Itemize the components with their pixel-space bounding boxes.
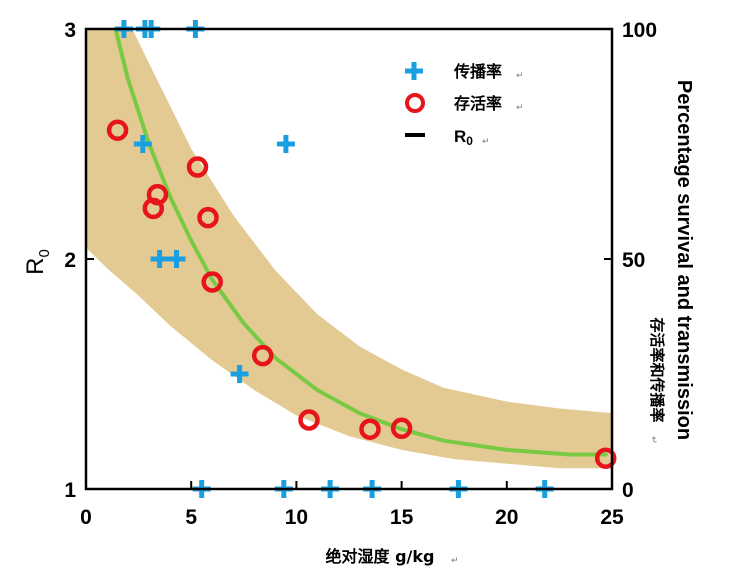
paragraph-mark: ↵ <box>451 556 459 566</box>
legend: 传播率 ↵ 存活率 ↵ R0 ↵ <box>405 62 524 148</box>
x-tick-label: 5 <box>185 506 197 529</box>
survival-point <box>186 156 209 178</box>
survival-point <box>142 197 165 220</box>
y-right-tick-label: 50 <box>622 249 645 272</box>
transmission-point <box>133 135 152 153</box>
transmission-point-v <box>157 250 163 268</box>
r0-line <box>113 27 608 457</box>
transmission-point-v <box>174 250 179 268</box>
legend-label-transmission: 传播率 <box>453 62 502 81</box>
x-tick-label: 25 <box>600 506 624 529</box>
transmission-point-v <box>237 365 243 383</box>
transmission-point <box>150 250 169 268</box>
survival-point <box>201 271 223 293</box>
legend-label-r0: R0 <box>454 127 473 148</box>
r0-line-layer <box>113 27 608 457</box>
y-left-tick-label: 1 <box>64 479 76 502</box>
survival-point <box>298 409 320 431</box>
y-left-tick-label: 3 <box>64 19 76 42</box>
y-left-axis-label: R0 <box>22 249 53 275</box>
legend-label-r0-main: R <box>454 127 466 146</box>
survival-point <box>251 344 274 367</box>
x-tick-label: 20 <box>495 506 518 529</box>
x-tick-label: 0 <box>80 506 92 529</box>
transmission-point <box>167 250 186 268</box>
legend-label-r0-sub: 0 <box>466 134 473 148</box>
x-axis-label: 绝对湿度 g/kg <box>326 547 435 566</box>
survival-point <box>106 119 129 141</box>
paragraph-mark: ↵ <box>516 71 524 81</box>
y-left-axis-label-main: R <box>22 258 49 275</box>
paragraph-mark: ↵ <box>516 103 524 113</box>
confidence-band <box>86 29 612 469</box>
x-tick-label: 10 <box>285 506 308 529</box>
survival-point <box>390 417 413 440</box>
legend-item-survival: 存活率 ↵ <box>405 93 524 113</box>
paragraph-mark: ↵ <box>482 137 490 147</box>
legend-label-survival: 存活率 <box>454 94 502 113</box>
survival-point <box>197 206 219 229</box>
circle-marker-icon <box>405 93 425 113</box>
transmission-point-v <box>283 135 289 153</box>
survival-point <box>594 447 617 469</box>
transmission-point <box>230 365 249 383</box>
plus-marker-icon <box>405 62 423 80</box>
transmission-point-v <box>140 135 146 153</box>
y-left-axis-label-sub: 0 <box>36 249 53 257</box>
ticks-layer: 0 5 10 15 20 25 1 2 3 0 50 100 <box>64 19 657 529</box>
line-marker-icon <box>405 133 425 137</box>
legend-item-r0: R0 ↵ <box>405 127 490 148</box>
y-right-axis-label-cjk: 存活率和传播率 <box>648 317 666 422</box>
y-right-tick-label: 0 <box>622 479 634 502</box>
transmission-point <box>276 135 295 153</box>
confidence-band-layer <box>86 29 612 469</box>
survival-point <box>359 418 381 440</box>
y-right-tick-label: 100 <box>622 19 657 42</box>
y-left-tick-label: 2 <box>64 249 76 272</box>
x-tick-label: 15 <box>390 506 414 529</box>
y-right-axis-label: Percentage survival and transmission <box>673 80 695 440</box>
paragraph-mark: ↵ <box>648 436 658 444</box>
legend-item-transmission: 传播率 ↵ <box>405 62 524 81</box>
